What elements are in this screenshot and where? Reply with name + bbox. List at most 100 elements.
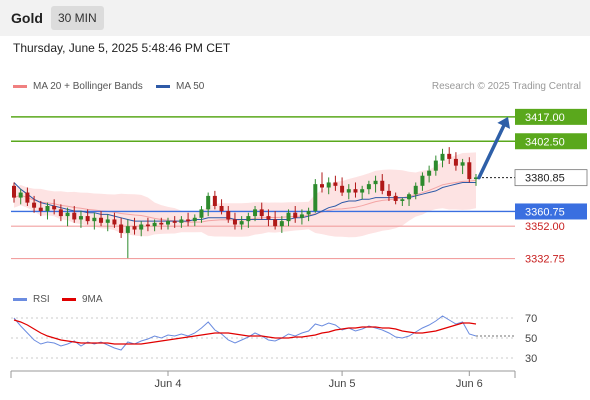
- candle-body: [447, 153, 452, 159]
- candle-body: [145, 224, 150, 227]
- target-label: 3417.00: [525, 112, 565, 124]
- target-label-box: [515, 108, 587, 125]
- support-label: 3352.00: [525, 221, 565, 233]
- candle-body: [346, 189, 351, 193]
- candle-body: [219, 206, 224, 212]
- candle-body: [18, 192, 23, 198]
- time-axis: Jun 4 Jun 5 Jun 6: [10, 370, 516, 390]
- legend-label-rsi: RSI: [33, 294, 50, 305]
- bollinger-layer: [13, 152, 477, 238]
- candle-body: [119, 224, 124, 233]
- rsi-line: [13, 315, 477, 351]
- candle-body: [99, 217, 104, 223]
- candle-body: [427, 170, 432, 176]
- interval-badge[interactable]: 30 MIN: [51, 6, 104, 30]
- candle-body: [273, 219, 278, 227]
- chart-credit: Research © 2025 Trading Central: [431, 81, 581, 92]
- last-price-box: [514, 169, 588, 187]
- bollinger-band-fill: [14, 152, 476, 238]
- projection-arrow-head: [497, 116, 511, 129]
- legend-rsi: RSI: [13, 294, 50, 305]
- legend-label-9ma: 9MA: [82, 294, 103, 305]
- candle-body: [253, 209, 258, 217]
- candle-body: [232, 219, 237, 225]
- candle-body: [467, 162, 472, 180]
- rsi-tick-label: 30: [525, 353, 537, 365]
- candle-body: [293, 212, 298, 218]
- candle-body: [360, 189, 365, 193]
- candle-body: [78, 216, 83, 220]
- candle-body: [407, 194, 412, 200]
- candle-body: [105, 219, 110, 223]
- pivot-label-box: [515, 203, 587, 220]
- candle-body: [45, 206, 50, 212]
- candle-body: [25, 192, 30, 203]
- candle-body: [172, 221, 177, 223]
- legend-bollinger: MA 20 + Bollinger Bands: [13, 81, 143, 92]
- x-tick-label: Jun 6: [456, 378, 483, 390]
- candle-body: [326, 182, 331, 188]
- candle-body: [139, 224, 144, 230]
- x-tick-label: Jun 4: [155, 378, 182, 390]
- candle-body: [453, 158, 458, 166]
- candle-body: [393, 195, 398, 201]
- candle-body: [460, 162, 465, 166]
- candle-body: [192, 217, 197, 222]
- chart-header: Gold 30 MIN: [0, 0, 590, 36]
- legend-swatch-ma50: [156, 84, 170, 88]
- chart-datetime: Thursday, June 5, 2025 5:48:46 PM CET: [13, 41, 231, 55]
- candle-body: [152, 222, 157, 227]
- candle-body: [125, 226, 130, 233]
- candle-body: [212, 195, 217, 206]
- candle-body: [132, 226, 137, 230]
- candle-body: [166, 221, 170, 225]
- candle-body: [239, 221, 244, 225]
- candle-body: [92, 217, 97, 222]
- ma50-line: [13, 182, 476, 222]
- candle-body: [474, 177, 478, 180]
- rsi-tick-label: 70: [525, 313, 537, 325]
- x-tick-label: Jun 5: [329, 378, 356, 390]
- legend-label-bollinger: MA 20 + Bollinger Bands: [33, 81, 143, 92]
- candle-body: [32, 202, 37, 208]
- ma-layer: [13, 182, 476, 222]
- projection-layer: [477, 116, 511, 180]
- candle-body: [413, 185, 418, 195]
- legend-swatch-9ma: [62, 297, 76, 301]
- candle-body: [353, 189, 358, 193]
- candle-body: [12, 185, 16, 198]
- legend-ma50: MA 50: [156, 81, 204, 92]
- candle-body: [65, 212, 70, 217]
- candle-body: [72, 212, 77, 220]
- legend-swatch-bollinger: [13, 84, 27, 88]
- candle-body: [373, 180, 378, 185]
- candle-body: [433, 160, 438, 171]
- candle-body: [333, 182, 338, 186]
- support-label: 3332.75: [525, 254, 565, 266]
- rsi-tick-label: 50: [525, 333, 537, 345]
- candle-body: [246, 216, 251, 222]
- candle-body: [38, 207, 43, 212]
- candle-body: [226, 211, 231, 220]
- target-label-box: [515, 133, 587, 150]
- legend-9ma: 9MA: [62, 294, 103, 305]
- legend-label-ma50: MA 50: [176, 81, 205, 92]
- candle-body: [112, 219, 117, 225]
- candle-body: [299, 214, 304, 218]
- candle-body: [386, 190, 391, 196]
- candle-body: [286, 212, 291, 222]
- candle-body: [380, 180, 385, 191]
- candle-body: [420, 175, 425, 186]
- candle-body: [366, 184, 371, 190]
- candle-body: [186, 219, 191, 222]
- rsi-panel: 30 50 70: [11, 313, 537, 365]
- candle-body: [58, 209, 63, 217]
- candle-body: [259, 209, 264, 217]
- candle-body: [159, 222, 164, 225]
- candle-body: [279, 221, 284, 227]
- rsi-9ma-line: [13, 319, 477, 345]
- candle-body: [400, 199, 405, 201]
- candle-body: [199, 209, 204, 218]
- candle-body: [313, 184, 318, 212]
- projection-arrow-shaft: [477, 124, 506, 180]
